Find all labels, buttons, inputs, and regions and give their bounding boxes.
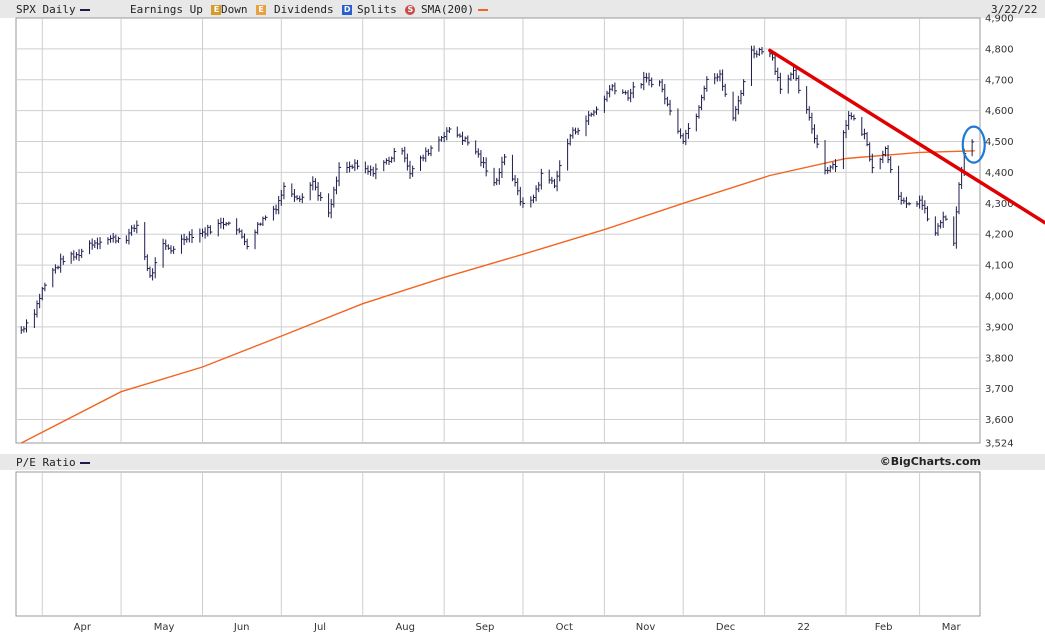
splits-icon: S <box>405 5 416 15</box>
y-tick-label: 3,600 <box>985 415 1014 426</box>
y-tick-label: 4,200 <box>985 230 1014 241</box>
highlight-circle <box>961 125 986 164</box>
pe-ratio-bar: P/E Ratio <box>0 454 1045 470</box>
x-tick-label: Feb <box>875 622 893 633</box>
x-tick-label: Apr <box>74 622 92 633</box>
x-tick-label: Jul <box>313 622 326 633</box>
chart-date: 3/22/22 <box>991 3 1038 16</box>
earnings-down-icon: E <box>256 5 267 15</box>
y-tick-label: 4,800 <box>985 44 1014 55</box>
pe-label: P/E Ratio <box>16 456 76 469</box>
x-tick-label: Oct <box>556 622 573 633</box>
y-tick-label: 4,600 <box>985 106 1014 117</box>
y-tick-label: 4,700 <box>985 75 1014 86</box>
symbol-legend: SPX Daily <box>16 3 90 16</box>
splits-label: Splits <box>357 3 397 16</box>
pe-legend: P/E Ratio <box>16 456 90 469</box>
dividends-icon: D <box>342 5 353 15</box>
pe-plot-frame <box>15 471 981 617</box>
x-tick-label: Nov <box>636 622 656 633</box>
y-tick-label: 4,300 <box>985 199 1014 210</box>
price-plot-frame <box>15 17 981 444</box>
sma-legend: SMA(200) <box>421 3 488 16</box>
y-tick-label: 3,700 <box>985 384 1014 395</box>
y-tick-label: 4,900 <box>985 14 1014 25</box>
y-tick-label: 4,500 <box>985 137 1014 148</box>
pe-swatch <box>79 462 90 464</box>
x-tick-label: Aug <box>395 622 415 633</box>
dividends-label: Dividends <box>274 3 334 16</box>
splits-legend: Splits S <box>357 3 416 16</box>
dividends-legend: Dividends D <box>274 3 353 16</box>
price-swatch <box>79 9 90 11</box>
x-tick-label: Mar <box>942 622 962 633</box>
x-tick-label: May <box>154 622 175 633</box>
x-tick-label: Jun <box>233 622 250 633</box>
down-label: Down <box>221 3 248 16</box>
x-tick-label: Sep <box>476 622 495 633</box>
copyright: ©BigCharts.com <box>879 455 981 468</box>
earnings-label: Earnings Up <box>130 3 203 16</box>
y-tick-label: 3,800 <box>985 353 1014 364</box>
sma-label: SMA(200) <box>421 3 474 16</box>
downtrend-line <box>768 48 1045 225</box>
y-tick-label: 3,524 <box>985 439 1014 450</box>
legend-bar: SPX Daily Earnings Up E Down E Dividends… <box>0 0 1045 18</box>
earnings-up-icon: E <box>211 5 222 15</box>
symbol-label: SPX Daily <box>16 3 76 16</box>
down-legend: Down E <box>221 3 267 16</box>
y-tick-label: 4,000 <box>985 291 1014 302</box>
y-tick-label: 4,400 <box>985 168 1014 179</box>
x-tick-label: Dec <box>716 622 735 633</box>
sma-swatch <box>477 9 488 11</box>
sma-200-line <box>20 150 975 444</box>
y-tick-label: 4,100 <box>985 261 1014 272</box>
earnings-legend: Earnings Up E <box>130 3 222 16</box>
y-tick-label: 3,900 <box>985 322 1014 333</box>
x-tick-label: 22 <box>797 622 810 633</box>
